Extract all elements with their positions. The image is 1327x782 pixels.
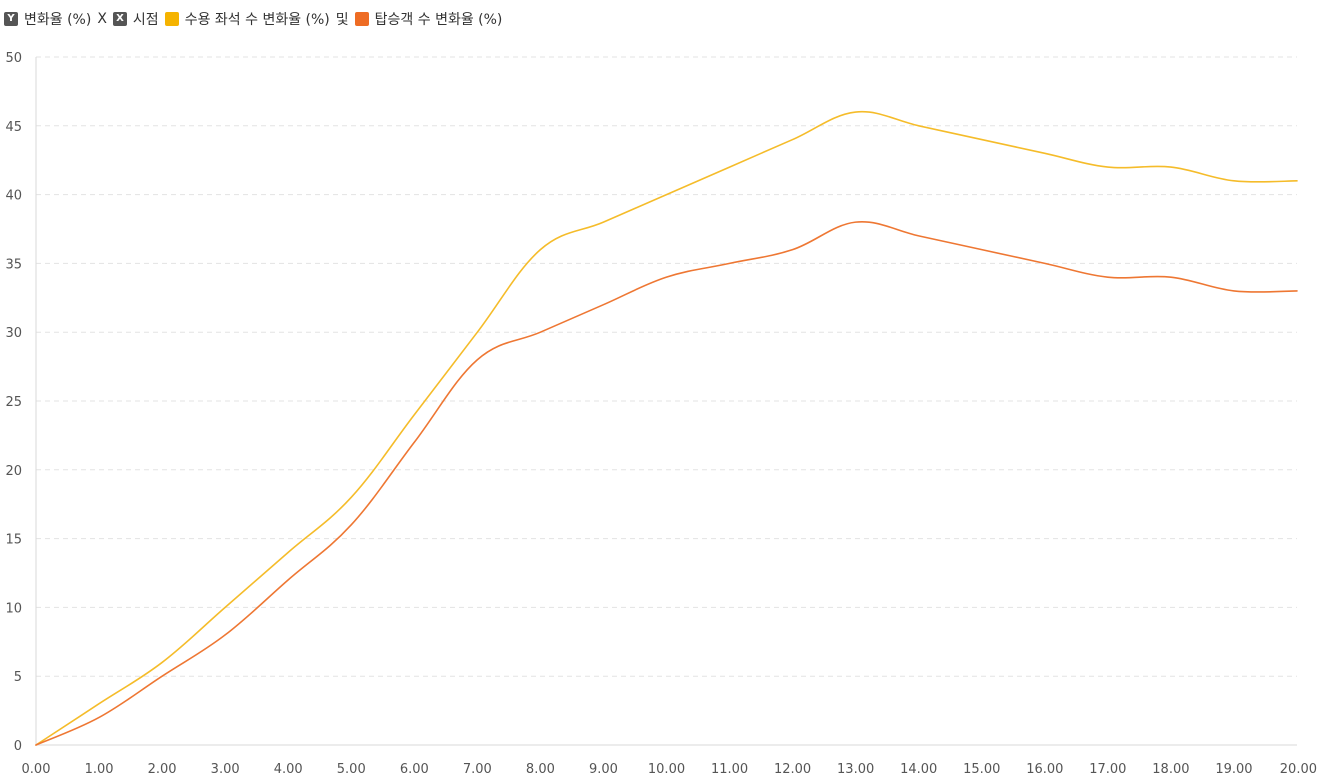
grid-lines	[36, 56, 1297, 677]
x-tick-label: 15.00	[963, 762, 1000, 777]
x-tick-label: 1.00	[85, 762, 114, 777]
series1-swatch	[164, 12, 179, 26]
x-tick-label: 20.00	[1280, 762, 1317, 777]
x-tick-label: 4.00	[274, 762, 303, 777]
x-axis-badge: X	[112, 12, 127, 26]
x-tick-label: 5.00	[337, 762, 366, 777]
y-tick-label: 30	[5, 326, 22, 341]
series2-label: 탑승객 수 변화율 (%)	[374, 12, 503, 28]
chart-legend: Y 변화율 (%) X X 시점 수용 좌석 수 변화율 (%) 및 탑승객 수…	[4, 9, 508, 29]
y-tick-label: 20	[5, 464, 22, 479]
y-axis-title: 변화율 (%)	[24, 12, 92, 28]
x-tick-label: 19.00	[1215, 762, 1252, 777]
series-lines	[35, 110, 1298, 746]
axes	[35, 57, 1297, 746]
y-tick-labels: 0 5 10 15 20 25 30 35 40 45 50	[5, 51, 22, 754]
y-tick-label: 10	[5, 601, 22, 616]
series1-label: 수용 좌석 수 변화율 (%)	[184, 12, 330, 28]
y-tick-label: 45	[5, 120, 22, 135]
x-tick-label: 12.00	[774, 762, 811, 777]
x-tick-label: 18.00	[1152, 762, 1189, 777]
x-tick-label: 3.00	[211, 762, 240, 777]
y-tick-label: 5	[14, 670, 22, 685]
x-tick-label: 0.00	[22, 762, 51, 777]
series2-swatch	[354, 12, 369, 26]
series-line-1	[35, 110, 1298, 746]
x-tick-label: 9.00	[589, 762, 618, 777]
y-tick-label: 0	[14, 739, 22, 754]
x-tick-label: 14.00	[900, 762, 937, 777]
y-axis-badge: Y	[4, 12, 18, 26]
x-axis-letter: X	[97, 11, 107, 27]
y-tick-label: 35	[5, 257, 22, 272]
x-tick-labels: 0.00 1.00 2.00 3.00 4.00 5.00 6.00 7.00 8.00 9.00…	[22, 762, 1317, 777]
x-axis-title: 시점	[132, 12, 159, 28]
legend-conjunction: 및	[335, 12, 349, 28]
y-tick-label: 25	[5, 395, 22, 410]
series-line-2	[35, 220, 1298, 746]
x-tick-label: 10.00	[648, 762, 685, 777]
y-tick-label: 40	[5, 189, 22, 204]
x-tick-label: 2.00	[148, 762, 177, 777]
x-tick-label: 16.00	[1026, 762, 1063, 777]
y-tick-label: 15	[5, 533, 22, 548]
x-tick-label: 13.00	[837, 762, 874, 777]
x-tick-label: 11.00	[711, 762, 748, 777]
x-tick-label: 6.00	[400, 762, 429, 777]
y-tick-label: 50	[5, 51, 22, 66]
x-tick-label: 8.00	[526, 762, 555, 777]
x-tick-label: 17.00	[1089, 762, 1126, 777]
x-tick-label: 7.00	[463, 762, 492, 777]
